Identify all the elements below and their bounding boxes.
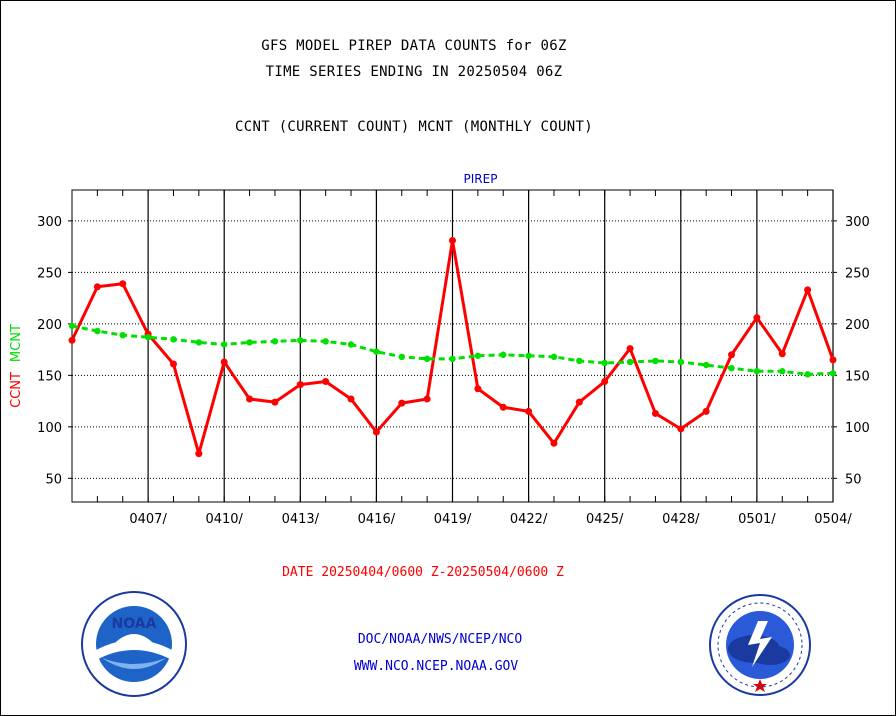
data-point-mcnt xyxy=(601,359,608,367)
data-point-ccnt xyxy=(68,336,76,344)
y-tick-label-left: 300 xyxy=(37,215,62,230)
data-point-ccnt xyxy=(347,395,355,403)
y-axis-label-mcnt: MCNT xyxy=(9,324,24,362)
data-point-mcnt xyxy=(68,322,76,330)
data-point-ccnt xyxy=(525,407,533,415)
data-point-mcnt xyxy=(652,357,659,365)
data-point-mcnt xyxy=(322,338,329,345)
data-point-ccnt xyxy=(626,345,634,353)
data-point-mcnt xyxy=(246,339,253,346)
data-point-mcnt xyxy=(144,334,152,341)
data-point-mcnt xyxy=(423,355,431,363)
data-point-ccnt xyxy=(322,378,330,386)
data-point-mcnt xyxy=(347,341,355,348)
footer-link-www[interactable]: WWW.NCO.NCEP.NOAA.GOV xyxy=(353,659,519,674)
y-tick-label-left: 150 xyxy=(37,369,62,384)
data-point-mcnt xyxy=(271,338,279,345)
noaa-logo-text: NOAA xyxy=(112,616,157,632)
y-tick-label-right: 150 xyxy=(845,369,870,384)
data-point-mcnt xyxy=(550,353,558,361)
data-point-mcnt xyxy=(626,358,634,366)
data-point-ccnt xyxy=(804,286,812,294)
x-tick-label: 0413/ xyxy=(282,512,320,527)
x-tick-label: 0407/ xyxy=(129,512,167,527)
data-point-mcnt xyxy=(753,368,761,375)
chart-title-line2: TIME SERIES ENDING IN 20250504 06Z xyxy=(265,64,563,80)
data-point-ccnt xyxy=(474,385,482,393)
y-tick-label-left: 100 xyxy=(37,421,62,436)
x-tick-label: 0419/ xyxy=(434,512,472,527)
data-point-mcnt xyxy=(677,358,684,366)
data-point-ccnt xyxy=(246,395,254,403)
data-point-ccnt xyxy=(119,280,127,288)
date-range-label: DATE 20250404/0600 Z-20250504/0600 Z xyxy=(282,565,564,580)
data-point-ccnt xyxy=(296,381,304,389)
data-point-ccnt xyxy=(169,360,177,368)
data-point-ccnt xyxy=(195,450,203,458)
data-point-ccnt xyxy=(575,398,583,406)
data-point-mcnt xyxy=(474,352,482,359)
data-point-ccnt xyxy=(271,398,279,406)
y-tick-label-right: 50 xyxy=(845,472,862,487)
chart-title-line1: GFS MODEL PIREP DATA COUNTS for 06Z xyxy=(261,38,567,54)
x-tick-label: 0501/ xyxy=(738,512,776,527)
y-axis-label: CCNT MCNT xyxy=(9,324,24,408)
noaa-seal-icon: NOAA xyxy=(81,591,187,697)
data-point-mcnt xyxy=(119,331,126,339)
data-point-ccnt xyxy=(93,283,101,291)
data-point-ccnt xyxy=(423,395,431,403)
y-tick-label-right: 200 xyxy=(845,318,870,333)
data-point-ccnt xyxy=(728,351,736,359)
data-point-mcnt xyxy=(525,352,532,359)
data-point-mcnt xyxy=(702,361,710,369)
chart-title-line3: CCNT (CURRENT COUNT) MCNT (MONTHLY COUNT… xyxy=(235,119,593,135)
data-point-mcnt xyxy=(829,370,837,377)
data-point-mcnt xyxy=(576,357,583,365)
y-tick-label-left: 50 xyxy=(45,472,62,487)
data-point-ccnt xyxy=(398,399,406,407)
data-point-mcnt xyxy=(170,336,177,343)
nws-seal-icon xyxy=(709,594,811,696)
data-point-mcnt xyxy=(373,348,380,355)
x-tick-label: 0428/ xyxy=(662,512,700,527)
data-point-ccnt xyxy=(220,358,228,366)
data-point-ccnt xyxy=(372,428,380,436)
data-point-ccnt xyxy=(829,356,837,364)
panel-title: PIREP xyxy=(464,172,498,186)
x-tick-label: 0422/ xyxy=(510,512,548,527)
data-point-ccnt xyxy=(499,403,507,411)
data-point-ccnt xyxy=(778,350,786,358)
plot-frame xyxy=(71,189,834,503)
y-tick-label-right: 100 xyxy=(845,421,870,436)
data-point-ccnt xyxy=(449,236,456,244)
y-tick-label-left: 250 xyxy=(37,266,62,281)
data-point-ccnt xyxy=(651,409,659,417)
footer-link-doc[interactable]: DOC/NOAA/NWS/NCEP/NCO xyxy=(357,632,523,647)
data-point-mcnt xyxy=(779,368,786,375)
x-tick-label: 0425/ xyxy=(586,512,624,527)
data-point-mcnt xyxy=(195,339,203,346)
y-axis-label-ccnt: CCNT xyxy=(9,372,24,408)
y-tick-label-right: 250 xyxy=(845,266,870,281)
x-tick-label: 0410/ xyxy=(205,512,243,527)
data-point-ccnt xyxy=(677,425,685,433)
data-point-ccnt xyxy=(753,314,761,322)
data-point-mcnt xyxy=(221,341,228,348)
data-point-ccnt xyxy=(702,407,710,415)
data-point-mcnt xyxy=(500,351,507,358)
data-point-ccnt xyxy=(601,378,609,386)
data-point-mcnt xyxy=(94,327,101,335)
data-point-mcnt xyxy=(297,337,304,344)
data-point-mcnt xyxy=(449,355,456,363)
data-point-ccnt xyxy=(550,439,558,447)
chart-svg: 50 50 100 100 150 150 200 200 250 250 300 300 0407/0… xyxy=(9,172,870,527)
data-point-mcnt xyxy=(728,364,735,372)
x-tick-label: 0504/ xyxy=(814,512,852,527)
x-tick-label: 0416/ xyxy=(358,512,396,527)
data-point-mcnt xyxy=(804,371,811,378)
y-tick-label-left: 200 xyxy=(37,318,62,333)
data-point-mcnt xyxy=(398,353,405,361)
y-tick-label-right: 300 xyxy=(845,215,870,230)
